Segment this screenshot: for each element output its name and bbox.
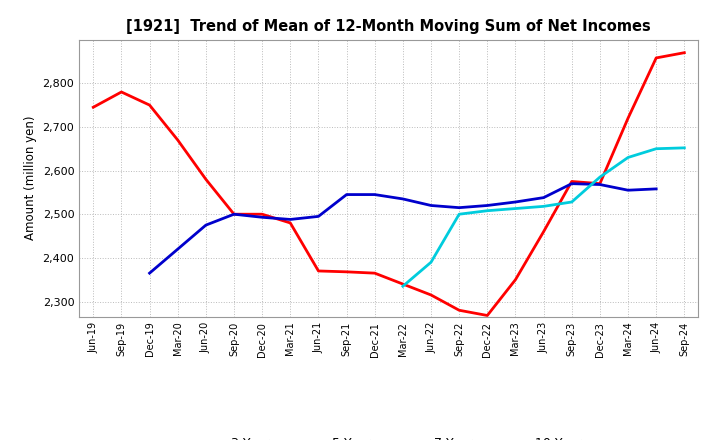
Y-axis label: Amount (million yen): Amount (million yen) <box>24 116 37 240</box>
Title: [1921]  Trend of Mean of 12-Month Moving Sum of Net Incomes: [1921] Trend of Mean of 12-Month Moving … <box>127 19 651 34</box>
Legend: 3 Years, 5 Years, 7 Years, 10 Years: 3 Years, 5 Years, 7 Years, 10 Years <box>184 432 593 440</box>
